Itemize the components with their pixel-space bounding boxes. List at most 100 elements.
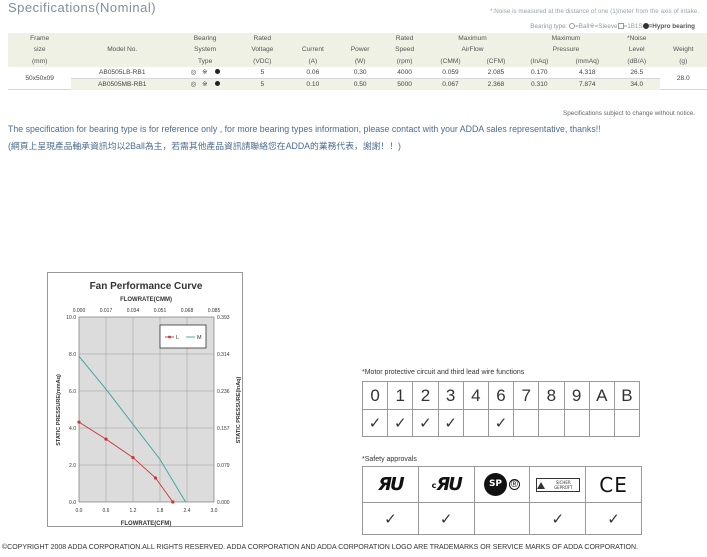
- y2-tick-label: 0.236: [217, 389, 230, 395]
- x2-tick-label: 0.051: [154, 308, 167, 314]
- subject-note: Specifications subject to change without…: [563, 110, 695, 117]
- ball-bearing-icon: [569, 23, 576, 29]
- check-icon: [538, 409, 565, 437]
- bearing-cell: ◎ ※: [173, 78, 238, 90]
- x-tick-label: 1.8: [157, 508, 164, 514]
- th-noise-1: *Noise: [613, 33, 660, 45]
- th-current-2: (A): [287, 55, 339, 67]
- legend-marker: [168, 335, 171, 339]
- model-cell: AB0505MB-RB1: [71, 78, 174, 90]
- motor-code: 8: [538, 381, 565, 410]
- page-title: Specifications(Nominal): [8, 0, 157, 15]
- noise-cell: 34.0: [613, 78, 660, 90]
- motor-code: 9: [563, 381, 590, 410]
- cfm-cell: 2.085: [473, 66, 518, 79]
- x-tick-label: 1.2: [130, 508, 137, 514]
- y2-tick-label: 0.000: [217, 500, 230, 506]
- voltage-cell: 5: [237, 78, 288, 90]
- th-bearing-3: Type: [173, 55, 238, 67]
- th-voltage-2: Voltage: [237, 44, 288, 56]
- fan-performance-chart: Fan Performance Curve FLOWRATE(CMM) 0.0 0.6…: [47, 272, 243, 527]
- y-tick-label: 4.0: [69, 426, 76, 432]
- ul-logo-icon: ЯU: [378, 474, 405, 495]
- check-icon: ✓: [487, 409, 515, 437]
- th-noise-2: Level: [613, 44, 660, 56]
- motor-code: 7: [513, 381, 540, 410]
- x2-tick-label: 0.085: [208, 308, 221, 314]
- motor-code: 0: [361, 381, 389, 410]
- th-pressure-1: Maximum: [517, 33, 614, 45]
- spec-table: Frame Bearing Rated Rated Maximum Maximu…: [8, 33, 707, 91]
- safety-label: *Safety approvals: [362, 456, 417, 463]
- y2-axis-label: STATIC PRESSURE(InAq): [236, 376, 242, 443]
- bearing-ball-text: =Ball: [575, 23, 590, 30]
- data-point: [171, 500, 175, 504]
- motor-code: 2: [412, 381, 439, 410]
- motor-code: 4: [462, 381, 489, 410]
- th-inaq: (InAq): [517, 55, 561, 67]
- y-tick-label: 6.0: [69, 389, 76, 395]
- ce-logo-icon: CE: [599, 472, 628, 497]
- check-icon: ✓: [362, 502, 419, 535]
- check-icon: [613, 409, 641, 437]
- th-noise-3: (dB/A): [613, 55, 660, 67]
- check-icon: ✓: [529, 502, 587, 535]
- bearing-cell: ◎ ※: [173, 66, 238, 79]
- voltage-cell: 5: [237, 66, 288, 79]
- y-tick-label: 8.0: [69, 352, 76, 358]
- cmm-cell: 0.059: [427, 66, 474, 79]
- th-frame-3: (mm): [8, 55, 72, 67]
- th-speed-1: Rated: [382, 33, 428, 45]
- th-current-1: Current: [287, 44, 339, 56]
- check-icon: [513, 409, 540, 437]
- data-point: [153, 476, 158, 480]
- th-cfm: (CFM): [473, 55, 518, 67]
- tuv-text: SICHER GEPRÜFT: [554, 480, 573, 490]
- noise-cell: 26.5: [613, 66, 660, 79]
- csa-cell: SP ®: [473, 466, 531, 503]
- th-power-1: Power: [338, 44, 383, 56]
- check-icon: ✓: [412, 409, 439, 437]
- th-speed-3: (rpm): [382, 55, 428, 67]
- motor-code: 6: [487, 381, 515, 410]
- y2-tick-label: 0.157: [217, 426, 230, 432]
- th-mmaq: (mmAq): [560, 55, 614, 67]
- th-bearing-2: System: [173, 44, 238, 56]
- x-tick-label: 3.0: [211, 508, 218, 514]
- th-frame-1: Frame: [8, 33, 72, 45]
- check-icon: [462, 409, 489, 437]
- motor-code: A: [588, 381, 615, 410]
- check-icon: [473, 502, 531, 535]
- y2-tick-label: 0.314: [217, 352, 230, 358]
- legend-label: L: [176, 335, 179, 341]
- mmaq-cell: 7.874: [560, 78, 614, 90]
- th-speed-2: Speed: [382, 44, 428, 56]
- speed-cell: 4000: [382, 66, 428, 79]
- power-cell: 0.50: [338, 78, 383, 90]
- hypro-bearing-icon: [214, 68, 220, 74]
- bearing-info-chinese: (網頁上呈現產品軸承資訊均以2Ball為主，若需其他產品資訊請聯絡您在ADDA的…: [8, 141, 401, 151]
- csa-logo-icon: SP: [483, 473, 507, 496]
- bearing-hypro-text: =Hypro bearing: [648, 23, 695, 30]
- th-voltage-1: Rated: [237, 33, 288, 45]
- table-row: 50x50x09 AB0505LB-RB1 ◎ ※ 5 0.06 0.30 40…: [8, 66, 707, 91]
- one-b-one-s-icon: [617, 23, 624, 29]
- tuv-triangle-icon: [536, 481, 545, 489]
- hypro-bearing-icon: [642, 23, 649, 29]
- check-icon: ✓: [417, 502, 475, 535]
- inaq-cell: 0.170: [517, 66, 561, 79]
- y2-tick-label: 0.079: [217, 463, 230, 469]
- th-weight-1: Weight: [659, 44, 707, 56]
- motor-functions-table: 0 1 2 3 4 6 7 8 9 A B ✓ ✓ ✓ ✓ ✓: [361, 381, 641, 437]
- bearing-sleeve-text: =Sleeve: [594, 23, 618, 30]
- table-row: AB0505MB-RB1 ◎ ※ 5 0.10 0.50 5000 0.067 …: [8, 78, 707, 90]
- registered-icon: ®: [508, 479, 520, 490]
- th-frame-2: size: [8, 44, 72, 56]
- bearing-legend-prefix: Bearing type:: [530, 23, 568, 30]
- th-airflow-1: Maximum: [427, 33, 518, 45]
- cfm-cell: 2.368: [473, 78, 518, 90]
- x-tick-label: 0.0: [76, 508, 83, 514]
- frame-size-cell: 50x50x09: [8, 66, 72, 91]
- cul-prefix: c: [431, 481, 437, 490]
- cul-cell: c ЯU: [417, 466, 475, 503]
